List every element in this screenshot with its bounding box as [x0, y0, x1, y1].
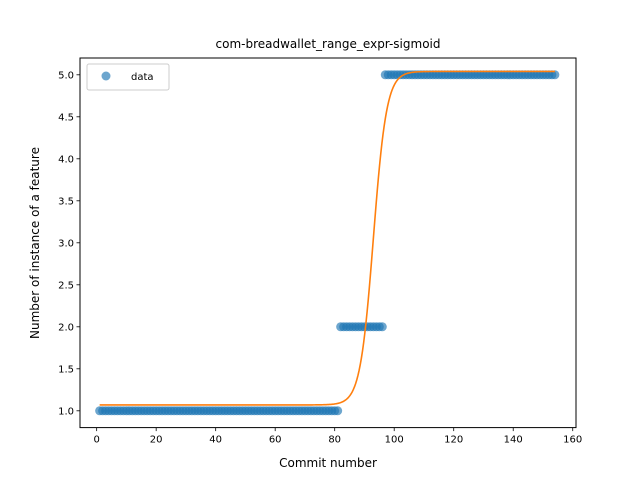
plot-area: [79, 57, 577, 429]
x-tick-label: 0: [93, 435, 99, 446]
y-tick-label: 5.0: [58, 70, 74, 81]
legend-label-data: data: [131, 72, 154, 83]
sigmoid-fit-line: [99, 70, 555, 406]
y-tick-label: 4.0: [58, 154, 74, 165]
y-axis-label: Number of instance of a feature: [28, 147, 42, 339]
x-tick-label: 160: [563, 435, 582, 446]
y-tick-label: 1.5: [58, 364, 74, 375]
y-tick-label: 3.5: [58, 196, 74, 207]
x-tick-label: 120: [444, 435, 463, 446]
data-point: [377, 322, 387, 332]
x-tick-label: 20: [150, 435, 163, 446]
x-tick-label: 40: [209, 435, 222, 446]
legend-marker-data: [101, 71, 111, 81]
y-tick-label: 3.0: [58, 238, 74, 249]
x-axis-label: Commit number: [279, 456, 377, 470]
chart-title: com-breadwallet_range_expr-sigmoid: [216, 37, 441, 51]
y-tick-label: 1.0: [58, 406, 74, 417]
y-axis-ticks: 1.0 1.5 2.0 2.5 3.0 3.5 4.0 4.5 5.0: [58, 70, 80, 417]
x-axis-ticks: 0 20 40 60 80 100 120 140 160: [93, 427, 582, 446]
y-tick-label: 2.0: [58, 322, 74, 333]
data-point: [333, 406, 343, 416]
x-tick-label: 100: [385, 435, 404, 446]
data-point: [550, 70, 560, 80]
x-tick-label: 60: [269, 435, 282, 446]
series-layer: [95, 70, 560, 416]
x-tick-label: 140: [504, 435, 523, 446]
y-tick-label: 2.5: [58, 280, 74, 291]
legend-box: [86, 63, 170, 91]
y-tick-label: 4.5: [58, 112, 74, 123]
x-tick-label: 80: [328, 435, 341, 446]
axes-background: [80, 58, 576, 428]
legend: data: [86, 63, 170, 91]
